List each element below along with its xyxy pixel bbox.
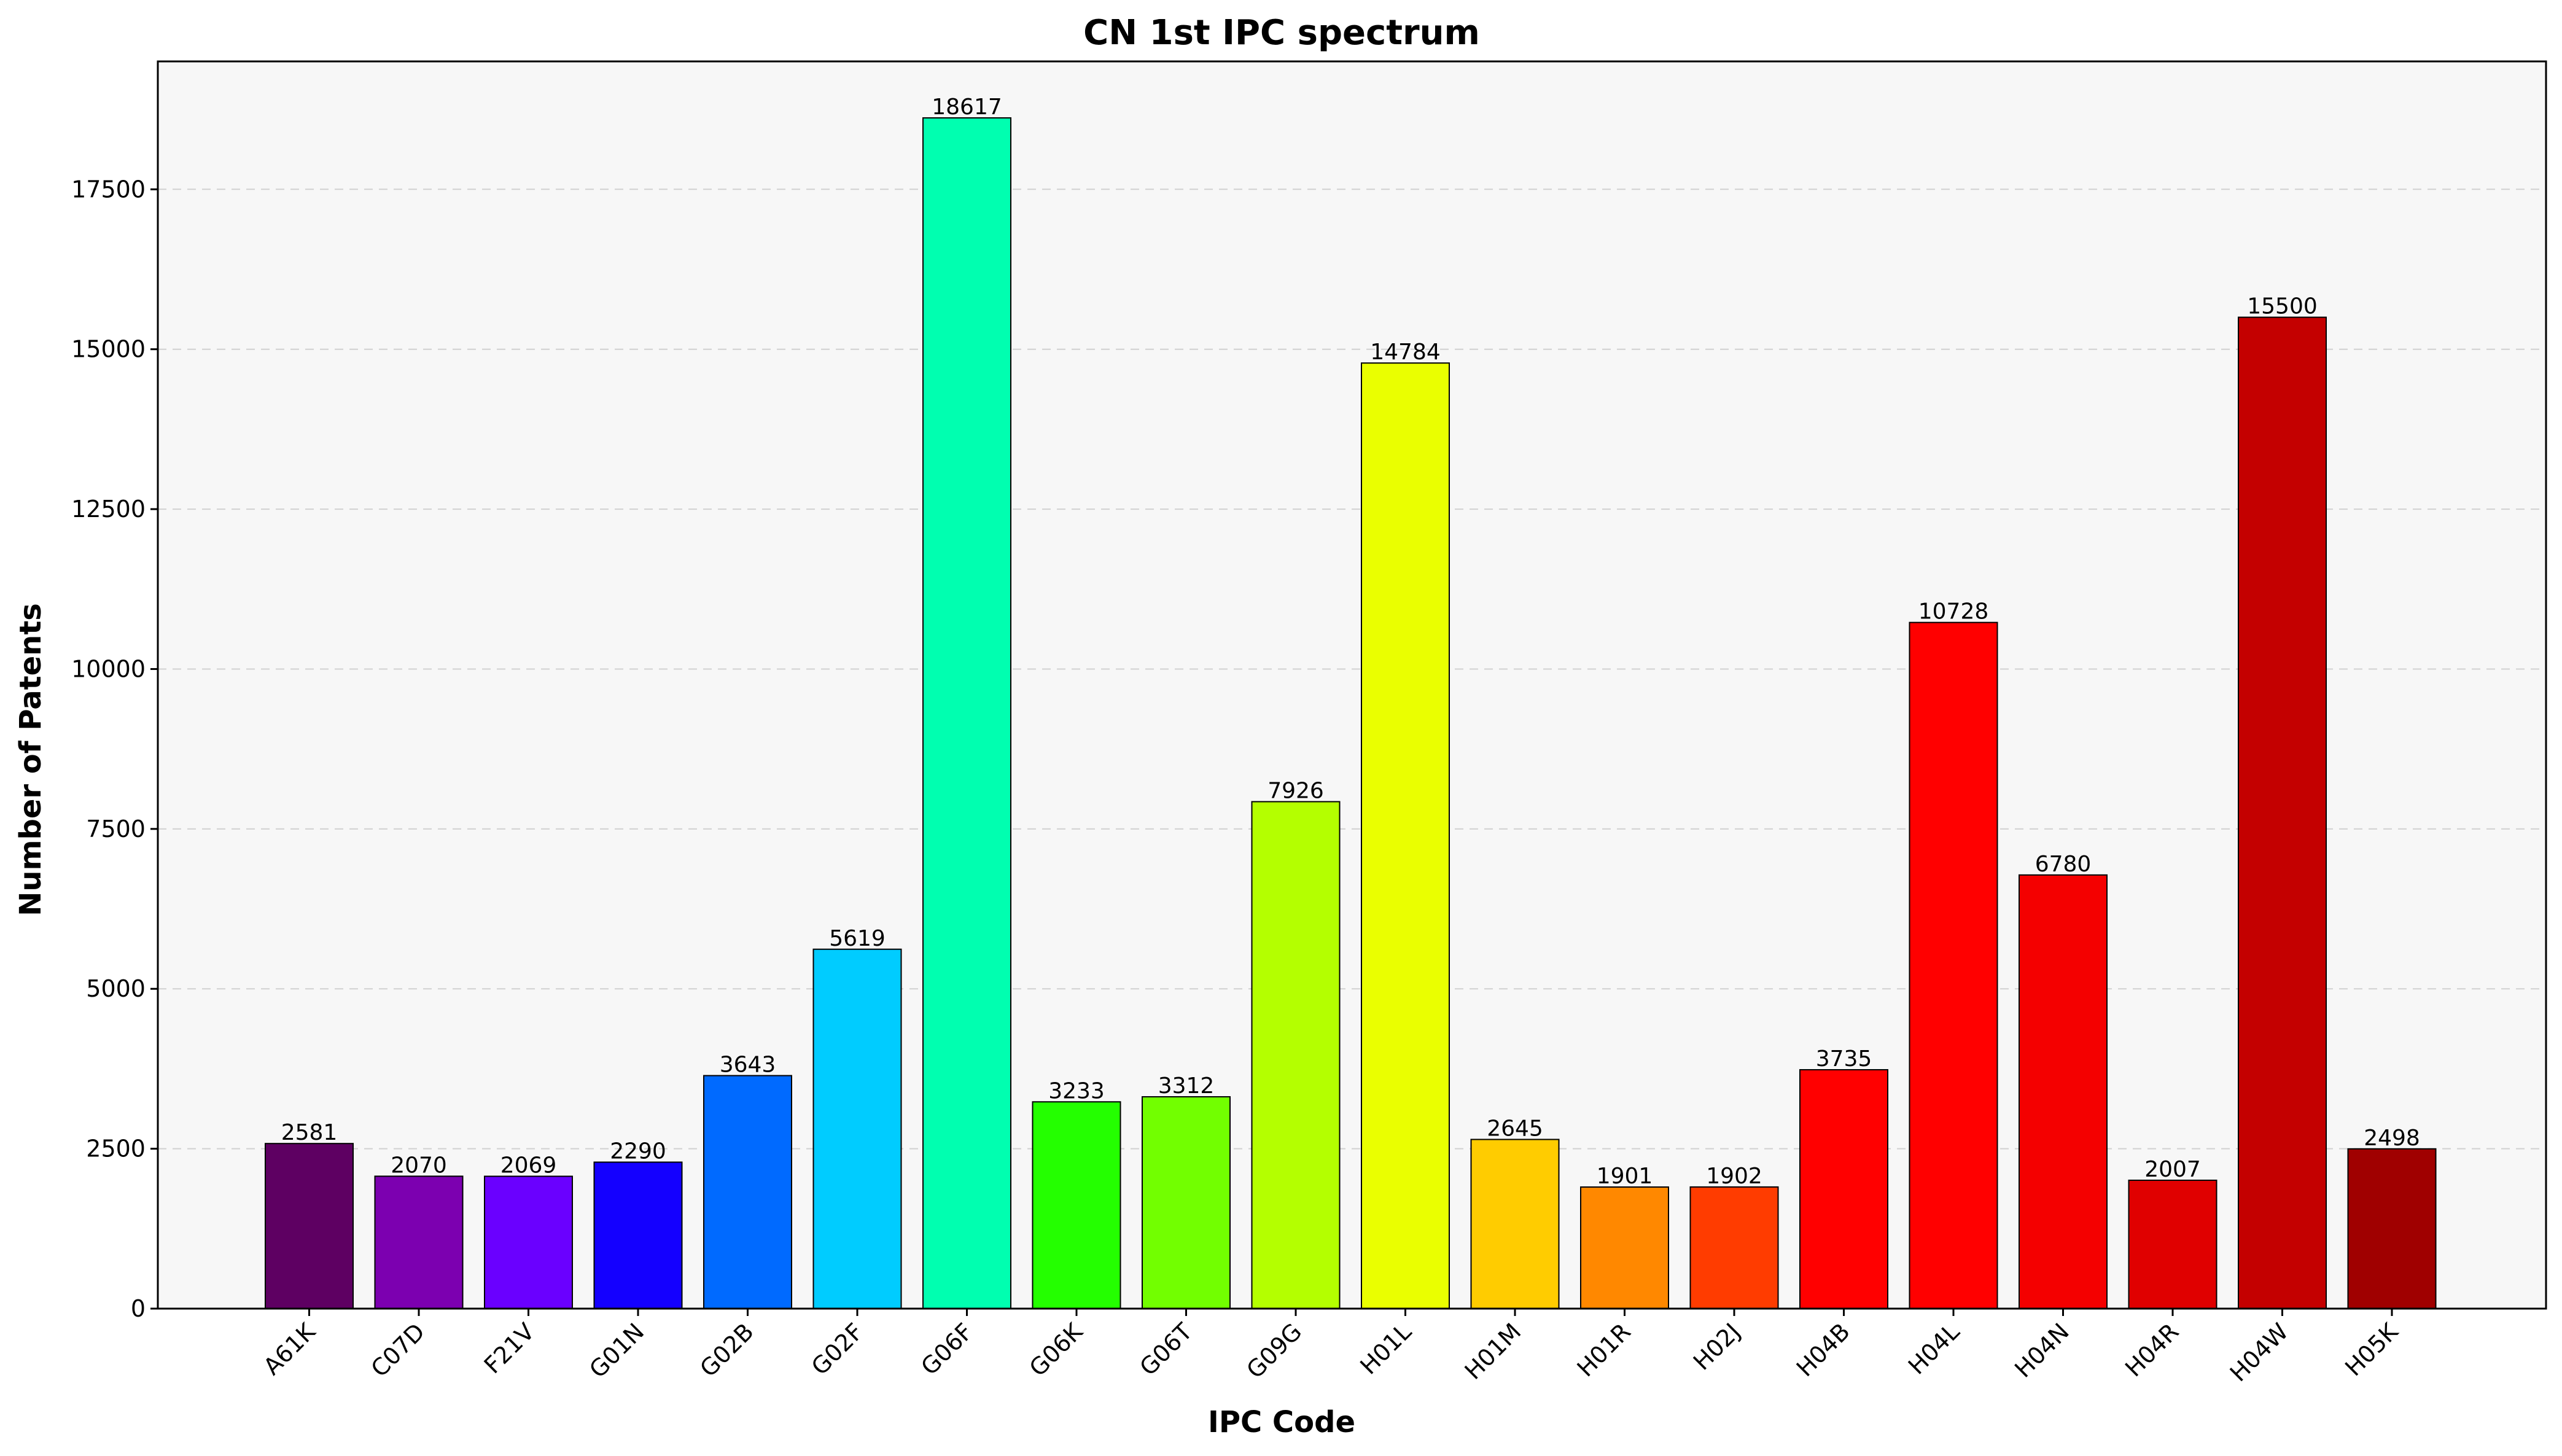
data-label: 3735: [1816, 1046, 1872, 1072]
data-label: 1901: [1597, 1164, 1653, 1189]
bar-g06f: [922, 117, 1011, 1309]
x-axis-label: IPC Code: [1208, 1405, 1355, 1439]
data-label: 2069: [500, 1153, 557, 1178]
data-label: 2645: [1487, 1116, 1543, 1142]
data-label: 1902: [1706, 1164, 1762, 1189]
y-tick-label: 0: [131, 1295, 146, 1322]
y-tick-label: 10000: [71, 655, 146, 682]
y-tick-label: 2500: [86, 1135, 146, 1162]
plot-frame: [157, 60, 2547, 1310]
data-label: 2007: [2144, 1157, 2201, 1182]
bar-h04b: [1799, 1069, 1888, 1309]
data-label: 5619: [829, 926, 886, 951]
y-tick-label: 17500: [71, 176, 146, 203]
bar-h04n: [2019, 874, 2108, 1309]
plot-background: [158, 61, 2546, 1309]
bar-c07d: [374, 1175, 464, 1309]
bar-h02j: [1689, 1186, 1779, 1310]
data-label: 2581: [281, 1120, 338, 1145]
bar-h04r: [2128, 1179, 2217, 1310]
y-tick-label: 12500: [71, 496, 146, 523]
data-label: 2290: [610, 1139, 666, 1164]
bar-g02f: [812, 948, 902, 1309]
bar-h04w: [2238, 316, 2327, 1309]
bar-g06k: [1032, 1101, 1121, 1309]
bar-h01m: [1470, 1139, 1560, 1309]
data-label: 2070: [391, 1153, 447, 1178]
data-label: 6780: [2035, 852, 2092, 877]
bar-g02b: [703, 1075, 792, 1309]
bar-a61k: [265, 1143, 354, 1310]
data-label: 7926: [1267, 778, 1324, 803]
data-label: 3233: [1048, 1078, 1105, 1104]
bar-g01n: [593, 1161, 683, 1309]
data-label: 3643: [720, 1053, 776, 1078]
data-label: 18617: [932, 95, 1002, 120]
data-label: 14784: [1370, 340, 1441, 365]
bar-h01r: [1580, 1186, 1669, 1309]
data-label: 3312: [1158, 1073, 1215, 1099]
y-axis-label: Number of Patents: [14, 603, 48, 916]
data-label: 15500: [2247, 294, 2318, 319]
y-tick-label: 7500: [86, 816, 146, 843]
y-tick-label: 5000: [86, 975, 146, 1002]
bar-h01l: [1361, 362, 1450, 1309]
bar-g09g: [1251, 801, 1341, 1309]
bar-h05k: [2347, 1148, 2437, 1310]
y-tick-label: 15000: [71, 336, 146, 363]
bar-h04l: [1909, 621, 1998, 1309]
bar-f21v: [484, 1175, 573, 1310]
data-label: 10728: [1918, 599, 1989, 625]
data-label: 2498: [2364, 1126, 2420, 1151]
plot-area: 2581 2070 2069 2290 3643 5619 18617 3233 3312 792…: [71, 60, 2547, 1387]
bar-g06t: [1142, 1096, 1231, 1310]
chart-title: CN 1st IPC spectrum: [1083, 13, 1480, 53]
